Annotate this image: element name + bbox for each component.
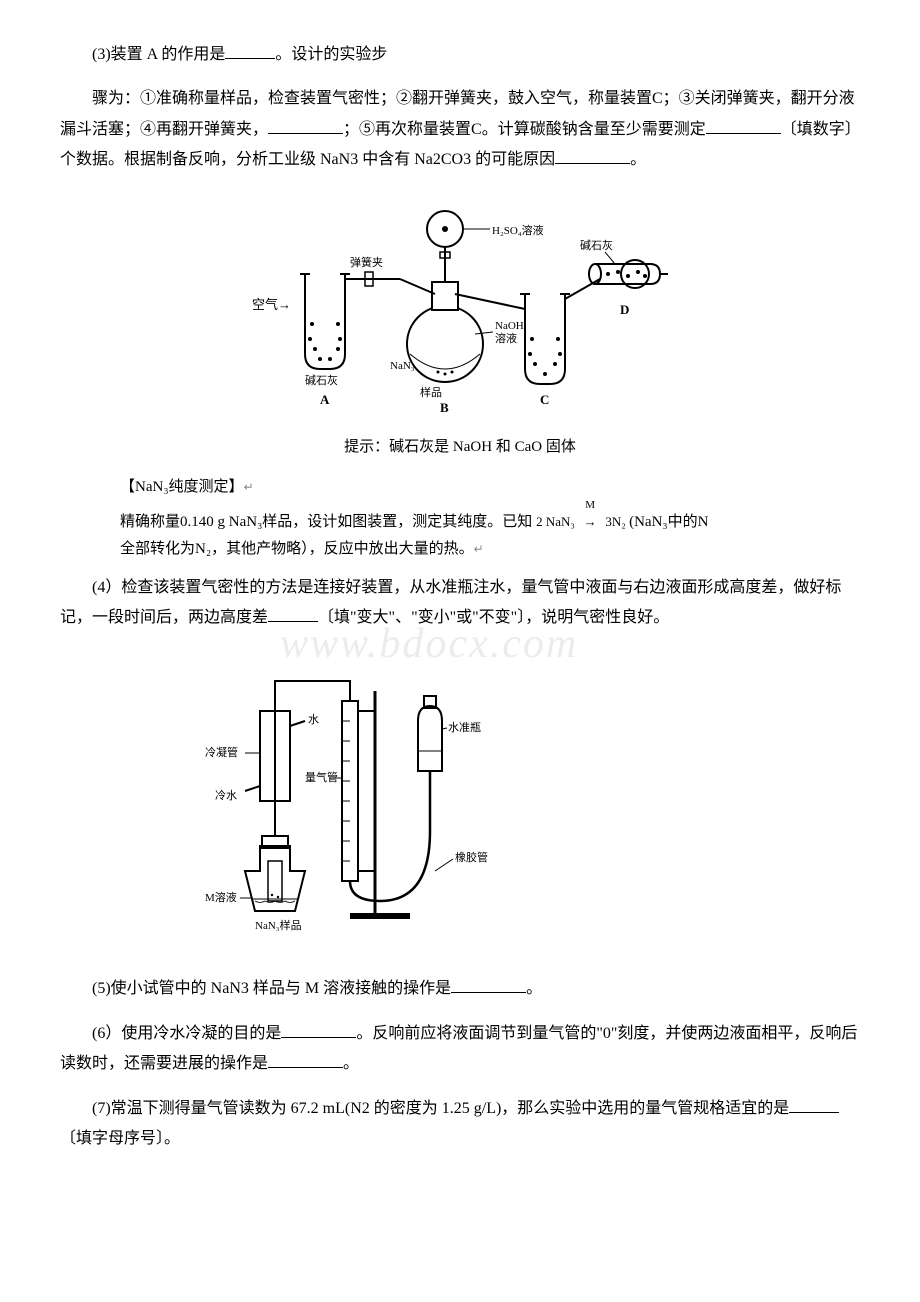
label-cold-water: 冷水 — [215, 789, 237, 802]
label-A: A — [320, 392, 330, 407]
label-naoh: NaOH — [495, 320, 524, 332]
steps-text4: 。 — [630, 151, 646, 168]
steps-paragraph: 骤为：①准确称量样品，检查装置气密性；②翻开弹簧夹，鼓入空气，称量装置C；③关闭… — [60, 84, 860, 175]
purity-suffix1: (NaN₃中的N — [629, 514, 708, 530]
question-7: (7)常温下测得量气管读数为 67.2 mL(N2 的密度为 1.25 g/L)… — [60, 1094, 860, 1155]
label-C: C — [540, 392, 549, 407]
purity-body2: 全部转化为N₂，其他产物略），反应中放出大量的热。↵ — [120, 536, 860, 563]
label-m-solution: M溶液 — [205, 890, 237, 904]
blank — [268, 118, 343, 134]
reaction-top: M — [578, 496, 602, 516]
question-3: (3)装置 A 的作用是 。设计的实验步 — [60, 40, 860, 70]
label-h2so4: H₂SO₄溶液 — [492, 223, 544, 237]
blank — [789, 1097, 839, 1113]
label-D: D — [620, 302, 629, 317]
label-rubber: 橡胶管 — [455, 850, 488, 864]
figure-1: 空气→ 碱石灰 A 弹簧夹 H₂SO₄溶液 — [60, 194, 860, 456]
q5-prefix: (5)使小试管中的 NaN3 样品与 M 溶液接触的操作是 — [92, 980, 451, 997]
steps-text2: ；⑤再次称量装置C。计算碳酸钠含量至少需要测定 — [343, 121, 706, 138]
enter-mark: ↵ — [244, 480, 254, 494]
apparatus-diagram-2: M溶液 NaN₃样品 冷凝管 水 冷水 量气管 — [200, 651, 540, 951]
blank — [706, 118, 781, 134]
q4-text2: 〔填"变大"、"变小"或"不变"〕，说明气密性良好。 — [318, 609, 669, 626]
enter-mark: ↵ — [474, 542, 484, 556]
reaction-right: 3N₂ — [605, 514, 625, 529]
q3-prefix: (3)装置 A 的作用是 — [92, 46, 225, 63]
label-lime2: 碱石灰 — [580, 238, 613, 252]
purity-body: 精确称量0.140 g NaN₃样品，设计如图装置，测定其纯度。已知 2 NaN… — [120, 509, 860, 536]
figure-2: M溶液 NaN₃样品 冷凝管 水 冷水 量气管 — [60, 651, 860, 956]
purity-suffix2: 全部转化为N₂，其他产物略），反应中放出大量的热。 — [120, 541, 474, 557]
label-level-bottle: 水准瓶 — [448, 720, 481, 734]
question-4: (4）检查该装置气密性的方法是连接好装置，从水准瓶注水，量气管中液面与右边液面形… — [60, 573, 860, 634]
label-spring-clip: 弹簧夹 — [350, 255, 383, 269]
label-air: 空气→ — [252, 297, 291, 312]
purity-prefix: 精确称量0.140 g NaN₃样品，设计如图装置，测定其纯度。已知 — [120, 514, 532, 530]
purity-title: 【NaN₃纯度测定】↵ — [120, 474, 860, 501]
question-5: (5)使小试管中的 NaN3 样品与 M 溶液接触的操作是 。 — [60, 974, 860, 1004]
blank — [225, 43, 275, 59]
label-nan3-sample: NaN₃样品 — [255, 918, 302, 932]
label-nan3: NaN₃ — [390, 360, 415, 372]
label-sample: 样品 — [420, 385, 442, 399]
reaction: 2 NaN₃ M → 3N₂ — [536, 514, 629, 529]
blank — [268, 606, 318, 622]
blank — [268, 1052, 343, 1068]
label-lime1: 碱石灰 — [305, 373, 338, 387]
purity-title-text: 【NaN₃纯度测定】 — [120, 479, 244, 495]
blank — [555, 148, 630, 164]
label-gas-tube: 量气管 — [305, 770, 338, 784]
label-B: B — [440, 400, 449, 415]
figure1-caption: 提示：碱石灰是 NaOH 和 CaO 固体 — [60, 435, 860, 456]
blank — [281, 1022, 356, 1038]
q3-suffix: 。设计的实验步 — [275, 46, 387, 63]
q6-text3: 。 — [343, 1055, 359, 1072]
q7-text1: (7)常温下测得量气管读数为 67.2 mL(N2 的密度为 1.25 g/L)… — [92, 1100, 789, 1117]
blank — [451, 977, 526, 993]
label-condensing: 冷凝管 — [205, 745, 238, 759]
reaction-left: 2 NaN₃ — [536, 514, 575, 529]
q6-text1: (6）使用冷水冷凝的目的是 — [92, 1025, 281, 1042]
label-water: 水 — [308, 713, 319, 726]
purity-section: 【NaN₃纯度测定】↵ 精确称量0.140 g NaN₃样品，设计如图装置，测定… — [120, 474, 860, 563]
question-6: (6）使用冷水冷凝的目的是。反响前应将液面调节到量气管的"0"刻度，并使两边液面… — [60, 1019, 860, 1080]
apparatus-diagram-1: 空气→ 碱石灰 A 弹簧夹 H₂SO₄溶液 — [250, 194, 670, 424]
q7-text2: 〔填字母序号〕。 — [60, 1130, 180, 1147]
q5-suffix: 。 — [526, 980, 542, 997]
label-solution: 溶液 — [495, 331, 517, 345]
